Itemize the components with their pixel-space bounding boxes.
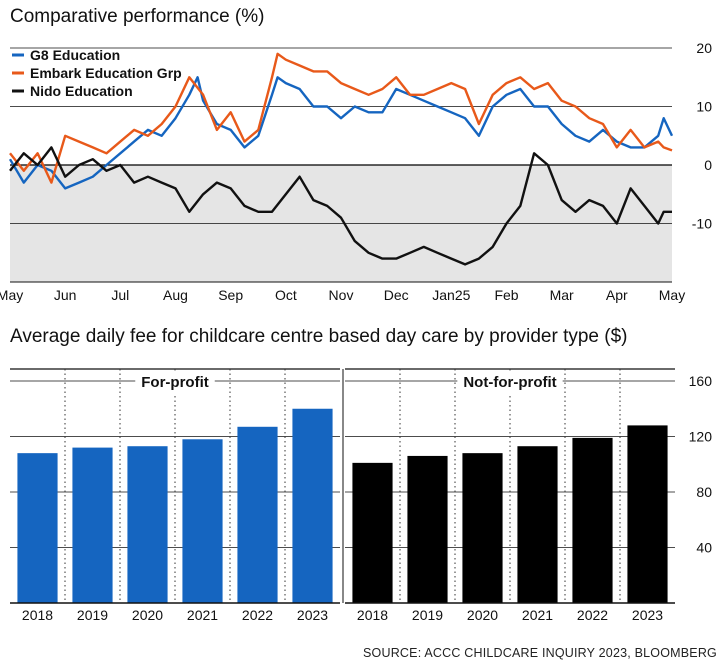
x-tick-label: Sep [218, 287, 243, 303]
bar-category-label: 2019 [412, 607, 443, 623]
bar-category-label: 2018 [357, 607, 388, 623]
bar-0-3 [182, 439, 223, 603]
bar-0-5 [292, 408, 333, 603]
bar-y-tick-label: 120 [689, 429, 713, 445]
bar-0-0 [17, 453, 58, 603]
source-note: SOURCE: ACCC CHILDCARE INQUIRY 2023, BLO… [363, 646, 717, 660]
x-tick-label: Feb [494, 287, 518, 303]
y-tick-label: -10 [692, 216, 712, 232]
x-tick-label: Jun [54, 287, 77, 303]
x-tick-label: May [0, 287, 23, 303]
legend-label: Nido Education [30, 83, 133, 99]
bar-category-label: 2022 [242, 607, 273, 623]
bar-chart-title: Average daily fee for childcare centre b… [10, 326, 628, 347]
bar-y-tick-label: 160 [689, 373, 713, 389]
bar-0-1 [72, 447, 113, 603]
bar-category-label: 2020 [132, 607, 163, 623]
bar-category-label: 2018 [22, 607, 53, 623]
bar-category-label: 2019 [77, 607, 108, 623]
panel-label-backing [135, 372, 215, 393]
y-tick-label: 20 [696, 40, 712, 56]
panel-label: For-profit [141, 374, 208, 391]
series-line-1 [9, 52, 673, 184]
bar-category-label: 2021 [187, 607, 218, 623]
bar-category-label: 2023 [632, 607, 663, 623]
x-tick-label: Dec [384, 287, 409, 303]
x-tick-label: Mar [550, 287, 574, 303]
series-line-0 [8, 76, 674, 190]
bar-category-label: 2020 [467, 607, 498, 623]
bar-0-2 [127, 446, 168, 603]
x-tick-label: Jul [111, 287, 129, 303]
bar-1-0 [352, 462, 393, 603]
bar-1-1 [407, 455, 448, 603]
bar-1-5 [627, 425, 668, 603]
panel-label: Not-for-profit [463, 374, 556, 391]
line-chart-title: Comparative performance (%) [10, 6, 265, 27]
x-tick-label: May [659, 287, 685, 303]
x-tick-label: Apr [606, 287, 628, 303]
x-tick-label: Aug [163, 287, 188, 303]
bar-y-tick-label: 40 [696, 540, 712, 556]
panel-label-backing [457, 372, 563, 393]
legend-label: G8 Education [30, 47, 120, 63]
bar-category-label: 2021 [522, 607, 553, 623]
bar-1-3 [517, 446, 558, 603]
y-tick-label: 0 [704, 157, 712, 173]
legend-label: Embark Education Grp [30, 65, 182, 81]
x-tick-label: Oct [275, 287, 297, 303]
series-line-2 [9, 146, 672, 266]
x-tick-label: Nov [329, 287, 354, 303]
bar-category-label: 2023 [297, 607, 328, 623]
bar-category-label: 2022 [577, 607, 608, 623]
y-tick-label: 10 [696, 99, 712, 115]
bar-0-4 [237, 426, 278, 603]
bar-1-2 [462, 453, 503, 603]
bar-1-4 [572, 437, 613, 603]
bar-y-tick-label: 80 [696, 484, 712, 500]
x-tick-label: Jan25 [432, 287, 470, 303]
